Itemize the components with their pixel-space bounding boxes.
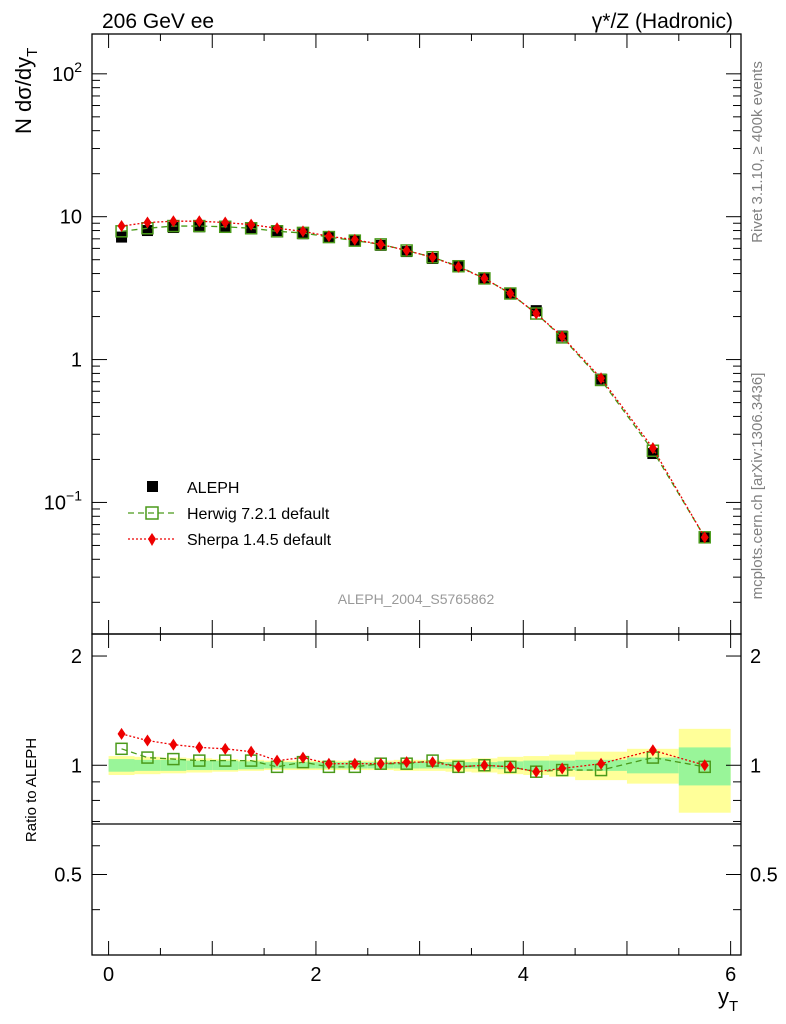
ratio-sherpa-point: [376, 757, 385, 770]
ratio-herwig-point: [115, 742, 128, 756]
mcplots-source-label: mcplots.cern.ch [arXiv:1306.3436]: [749, 373, 766, 600]
ratio-sherpa-point: [648, 744, 657, 757]
ratio-sherpa-point: [480, 759, 489, 772]
ratio-sherpa-point: [402, 756, 411, 769]
ratio-sherpa-point: [532, 765, 541, 778]
main-sherpa-point: [648, 442, 657, 455]
main-sherpa-point: [454, 260, 463, 273]
ratio-series: [115, 727, 711, 778]
legend-label-herwig: Herwig 7.2.1 default: [187, 506, 330, 523]
ratio-y-tick-label: 1: [71, 755, 82, 777]
main-aleph-point: [141, 225, 153, 237]
band-inner: [134, 759, 161, 771]
band-inner: [626, 757, 679, 774]
main-sherpa-point: [350, 233, 359, 246]
ratio-herwig-point: [141, 751, 154, 764]
band-inner: [238, 761, 265, 770]
band-inner: [108, 759, 135, 772]
ratio-sherpa-point: [247, 745, 256, 758]
ratio-sherpa-point: [428, 756, 437, 769]
main-y-axis-title: N dσ/dyT: [11, 48, 41, 134]
y-tick-label: 10−1: [44, 487, 82, 514]
ratio-y-axis-title: Ratio to ALEPH: [23, 738, 40, 842]
main-sherpa-point: [324, 230, 333, 243]
main-sherpa-point: [195, 215, 204, 228]
x-tick-label: 2: [310, 964, 321, 986]
main-sherpa-point: [273, 222, 282, 235]
legend-marker-sherpa: [148, 533, 156, 546]
axis-tick-labels: 0 2 4 6 102 10 1 10−1 2 2 1 1 0.5 0.5: [44, 59, 778, 986]
ratio-sherpa-point: [195, 741, 204, 754]
x-tick-label: 6: [725, 964, 736, 986]
svg-text:yT: yT: [718, 984, 738, 1015]
ratio-sherpa-point: [558, 762, 567, 775]
band-inner: [186, 760, 213, 771]
legend-label-sherpa: Sherpa 1.4.5 default: [187, 532, 332, 549]
band-inner: [160, 759, 187, 771]
main-sherpa-point: [143, 216, 152, 229]
main-sherpa-point: [221, 216, 230, 229]
main-series: [115, 215, 711, 544]
rivet-version-label: Rivet 3.1.10, ≥ 400k events: [749, 61, 766, 243]
ratio-y-tick-label: 0.5: [54, 864, 82, 886]
ratio-herwig-point: [218, 754, 232, 767]
main-sherpa-point: [376, 238, 385, 251]
ratio-sherpa-point: [298, 751, 307, 764]
ratio-sherpa-point: [169, 738, 178, 751]
ratio-uncertainty-bands: [108, 728, 731, 813]
ratio-sherpa-point: [506, 760, 515, 773]
ratio-sherpa-line: [121, 733, 705, 773]
ratio-y-tick-label-right: 2: [750, 646, 761, 668]
x-tick-label: 4: [518, 964, 529, 986]
svg-text:N dσ/dyT: N dσ/dyT: [11, 48, 41, 134]
ratio-sherpa-point: [273, 754, 282, 767]
ratio-y-tick-label: 2: [71, 646, 82, 668]
ratio-sherpa-point: [117, 727, 126, 740]
main-sherpa-point: [298, 225, 307, 238]
x-axis-title: yT: [718, 984, 738, 1015]
analysis-id-label: ALEPH_2004_S5765862: [338, 591, 495, 607]
main-sherpa-point: [597, 372, 606, 385]
main-aleph-point: [167, 222, 179, 234]
main-sherpa-point: [480, 272, 489, 285]
ratio-plot-frame: [91, 633, 742, 956]
main-sherpa-point: [558, 330, 567, 343]
y-tick-label: 102: [52, 59, 82, 86]
main-sherpa-point: [247, 218, 256, 231]
main-sherpa-point: [506, 287, 515, 300]
main-sherpa-point: [402, 244, 411, 257]
ratio-y-tick-label-right: 1: [750, 755, 761, 777]
band-inner: [212, 760, 239, 771]
ratio-sherpa-point: [143, 734, 152, 747]
legend: ALEPH Herwig 7.2.1 default Sherpa 1.4.5 …: [128, 480, 332, 549]
band-inner: [523, 760, 550, 771]
main-sherpa-point: [532, 307, 541, 320]
legend-marker-herwig: [145, 506, 159, 520]
y-tick-label: 1: [71, 350, 82, 372]
legend-marker-aleph: [147, 481, 158, 492]
ratio-herwig-point: [193, 754, 206, 767]
process-label: γ*/Z (Hadronic): [592, 10, 733, 33]
x-tick-label: 0: [103, 964, 114, 986]
ratio-sherpa-point: [454, 760, 463, 773]
ratio-sherpa-point: [597, 757, 606, 770]
main-sherpa-point: [428, 251, 437, 264]
main-sherpa-point: [700, 531, 709, 544]
y-tick-label: 10: [60, 207, 82, 229]
ratio-herwig-point: [167, 752, 180, 766]
main-sherpa-point: [117, 220, 126, 233]
energy-label: 206 GeV ee: [102, 10, 214, 33]
ratio-y-tick-label-right: 0.5: [750, 864, 778, 886]
ratio-sherpa-point: [350, 757, 359, 770]
band-inner: [290, 762, 316, 769]
main-sherpa-point: [169, 215, 178, 228]
ratio-sherpa-point: [221, 742, 230, 755]
axis-ticks: [92, 34, 741, 955]
ratio-sherpa-point: [324, 757, 333, 770]
ratio-sherpa-point: [700, 759, 709, 772]
legend-label-aleph: ALEPH: [187, 480, 239, 497]
